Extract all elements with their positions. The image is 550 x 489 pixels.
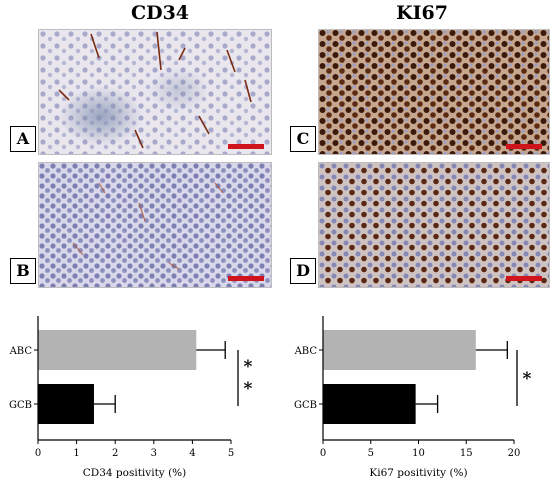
category-label-abc: ABC [9,346,33,357]
significance-star: * [244,379,253,399]
cd34-bar-chart: ABC GCB 0 1 2 3 4 5 CD34 positivity (%) ** [9,316,253,479]
cd34-column-title: CD34 [130,2,190,24]
panel-label-d: D [290,258,316,284]
micrograph-b-image [39,163,271,287]
bar-abc [38,330,197,370]
category-label-abc: ABC [294,346,318,357]
significance-star: * [523,369,532,389]
micrograph-c [318,29,550,155]
panel-label-a: A [10,126,36,152]
scale-bar-d [506,276,542,281]
x-tick-label: 2 [112,448,118,459]
scale-bar-c [506,144,542,149]
micrograph-c-image [319,30,549,154]
x-tick-label: 20 [508,448,521,459]
significance-star: * [244,357,253,377]
scale-bar-a [228,144,264,149]
x-tick-label: 3 [151,448,157,459]
x-axis-label: Ki67 positivity (%) [369,467,467,479]
x-tick-label: 1 [73,448,79,459]
bar-gcb [323,384,416,424]
x-tick-label: 0 [35,448,41,459]
category-label-gcb: GCB [294,400,317,411]
micrograph-a [38,29,272,155]
micrograph-b [38,162,272,288]
ki67-bar-chart: ABC GCB 0 5 10 15 20 Ki67 positivity (%) * [294,316,532,479]
x-tick-label: 0 [320,448,326,459]
panel-label-c: C [290,126,316,152]
ki67-column-title: KI67 [396,2,448,24]
micrograph-a-image [39,30,271,154]
panel-label-b: B [10,258,36,284]
bar-gcb [38,384,94,424]
x-tick-label: 10 [412,448,425,459]
bar-abc [323,330,476,370]
x-axis-label: CD34 positivity (%) [83,467,186,479]
x-tick-label: 5 [368,448,374,459]
x-tick-label: 15 [460,448,473,459]
scale-bar-b [228,276,264,281]
x-tick-label: 4 [189,448,195,459]
vessel-stains [58,31,252,149]
micrograph-d [318,162,550,288]
x-tick-label: 5 [228,448,234,459]
micrograph-d-image [319,163,549,287]
category-label-gcb: GCB [9,400,32,411]
